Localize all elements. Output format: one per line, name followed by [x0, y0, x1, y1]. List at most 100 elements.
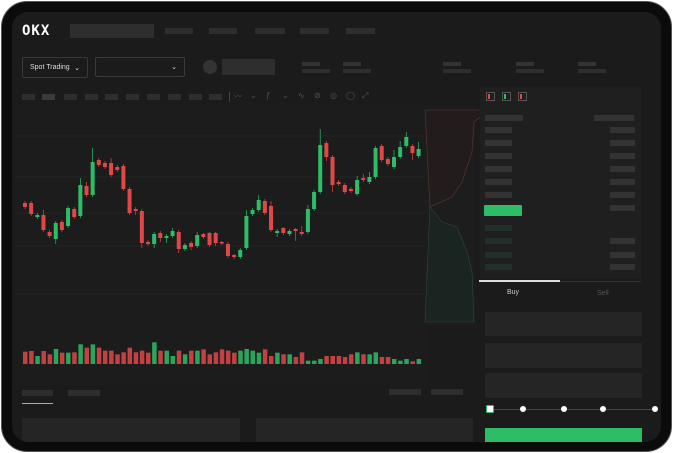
total-input[interactable]: [485, 373, 642, 398]
mid-price[interactable]: [484, 205, 522, 216]
order-book-bids-icon[interactable]: [502, 92, 511, 101]
candle: [201, 234, 206, 237]
stat-value: [578, 69, 606, 73]
volume-bar: [182, 354, 188, 364]
header-search[interactable]: [70, 24, 154, 38]
nav-item[interactable]: [346, 28, 375, 34]
candle: [72, 209, 77, 217]
candle: [250, 210, 255, 214]
volume-bar: [392, 359, 397, 364]
volume-bar: [385, 357, 391, 364]
price-input[interactable]: [485, 312, 642, 336]
candle: [90, 162, 95, 195]
chart-tool-icon[interactable]: ⌄: [282, 91, 289, 100]
candle: [379, 146, 384, 160]
volume-bar: [269, 356, 274, 364]
bottom-tab-active[interactable]: [22, 390, 53, 396]
order-book-both-icon[interactable]: [486, 92, 495, 101]
interval-button[interactable]: [168, 94, 181, 100]
candle: [195, 235, 200, 246]
slider-handle[interactable]: [486, 405, 494, 413]
volume-bar: [53, 349, 59, 364]
candle: [164, 236, 169, 238]
bottom-tab[interactable]: [68, 390, 100, 396]
volume-bar: [66, 352, 71, 364]
interval-button[interactable]: [126, 94, 139, 100]
interval-button[interactable]: [85, 94, 98, 100]
interval-button[interactable]: [209, 94, 222, 100]
nav-item[interactable]: [300, 28, 329, 34]
buy-button[interactable]: [485, 428, 642, 442]
slider-stop[interactable]: [561, 406, 567, 412]
chart-tool-icon[interactable]: 〰: [234, 92, 242, 101]
ask-price: [485, 153, 512, 159]
interval-button[interactable]: [22, 94, 35, 100]
candle: [109, 163, 114, 175]
chart-tool-icon[interactable]: ◎: [330, 91, 337, 100]
interval-button[interactable]: [189, 94, 202, 100]
ask-price: [485, 192, 512, 198]
candle: [348, 189, 353, 191]
chart-tool-icon[interactable]: ƒ: [266, 91, 271, 100]
stat-label: [443, 62, 461, 66]
volume-bar: [305, 360, 311, 364]
candle: [269, 206, 273, 230]
chart-tool-icon[interactable]: ⌄: [250, 91, 257, 100]
volume-bar: [262, 349, 268, 364]
slider-stop[interactable]: [520, 406, 526, 412]
interval-button[interactable]: [147, 94, 160, 100]
volume-bar: [78, 344, 83, 364]
stat-value: [443, 69, 471, 73]
bid-price: [485, 264, 512, 270]
volume-bar: [330, 356, 335, 364]
slider-stop[interactable]: [652, 406, 658, 412]
nav-item[interactable]: [209, 28, 237, 34]
candle: [275, 231, 280, 233]
tab-buy[interactable]: Buy: [507, 289, 520, 296]
candle: [176, 232, 181, 249]
okx-logo[interactable]: OKX: [22, 23, 51, 39]
candlestick-chart[interactable]: [12, 12, 482, 392]
order-book-asks-icon[interactable]: [518, 92, 527, 101]
candle: [336, 182, 341, 184]
volume-bar: [299, 352, 305, 364]
interval-button[interactable]: [42, 94, 55, 100]
chart-tool-icon[interactable]: ⤢: [362, 91, 369, 100]
candle: [96, 160, 101, 165]
amount-input[interactable]: [485, 343, 642, 368]
bottom-action[interactable]: [389, 389, 421, 395]
tab-sell[interactable]: Sell: [597, 290, 609, 297]
volume-bar: [96, 347, 102, 364]
bottom-action[interactable]: [431, 389, 463, 395]
volume-bar: [109, 350, 114, 364]
volume-bar: [379, 357, 385, 364]
amount-slider-track[interactable]: [490, 409, 655, 410]
chart-tool-icon[interactable]: ⊘: [314, 91, 321, 100]
volume-bar: [404, 359, 409, 364]
chevron-down-icon: ⌄: [171, 64, 177, 71]
ask-size: [610, 166, 635, 172]
nav-item[interactable]: [165, 28, 193, 34]
candle: [35, 215, 40, 217]
volume-bar: [342, 357, 348, 364]
stat-value: [302, 69, 330, 73]
pair-name: [222, 59, 275, 75]
candle: [66, 208, 71, 226]
spot-trading-button[interactable]: Spot Trading ⌄: [22, 57, 88, 78]
interval-button[interactable]: [105, 94, 118, 100]
candle: [312, 192, 317, 209]
slider-stop[interactable]: [600, 406, 606, 412]
volume-bar: [152, 342, 157, 364]
interval-button[interactable]: [64, 94, 77, 100]
volume-bar: [312, 360, 317, 364]
volume-bar: [410, 361, 415, 364]
volume-bar: [127, 347, 133, 364]
chart-tool-icon[interactable]: ◯: [346, 91, 355, 100]
stat-label: [343, 62, 361, 66]
candle: [182, 245, 187, 249]
nav-item[interactable]: [255, 28, 285, 34]
tab-buy-underline: [479, 280, 560, 282]
chart-tool-icon[interactable]: ∿: [298, 91, 305, 100]
pair-select[interactable]: ⌄: [95, 57, 185, 77]
volume-bar: [225, 350, 231, 364]
